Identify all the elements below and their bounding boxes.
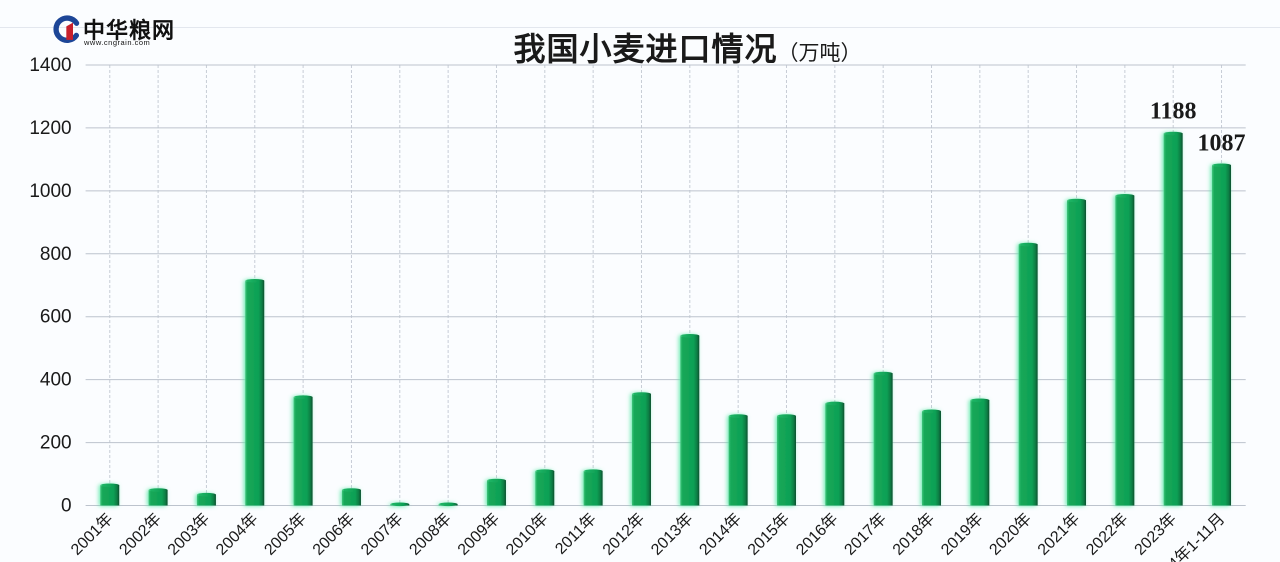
svg-text:1188: 1188 (1150, 99, 1197, 125)
svg-text:400: 400 (40, 370, 72, 391)
svg-text:2005年: 2005年 (261, 510, 310, 559)
svg-text:2011年: 2011年 (552, 510, 600, 558)
svg-text:1000: 1000 (29, 181, 71, 202)
svg-text:2001年: 2001年 (67, 510, 116, 559)
svg-text:0: 0 (61, 496, 72, 517)
svg-text:2023年: 2023年 (1131, 510, 1180, 559)
svg-text:2016年: 2016年 (792, 510, 841, 559)
svg-text:2013年: 2013年 (647, 510, 696, 559)
svg-text:2010年: 2010年 (502, 510, 551, 559)
svg-text:2004年: 2004年 (212, 510, 261, 559)
svg-text:2014年: 2014年 (696, 510, 745, 559)
svg-text:2012年: 2012年 (599, 510, 648, 559)
svg-text:2018年: 2018年 (889, 510, 938, 559)
svg-text:2003年: 2003年 (164, 510, 213, 559)
svg-text:1400: 1400 (29, 55, 71, 76)
svg-text:800: 800 (40, 244, 72, 265)
svg-text:2007年: 2007年 (357, 510, 406, 559)
svg-text:2015年: 2015年 (744, 510, 793, 559)
svg-text:2006年: 2006年 (309, 510, 358, 559)
svg-text:2008年: 2008年 (406, 510, 455, 559)
svg-text:2019年: 2019年 (937, 510, 986, 559)
svg-text:2022年: 2022年 (1082, 510, 1131, 559)
svg-text:1087: 1087 (1198, 130, 1246, 156)
svg-text:2020年: 2020年 (986, 510, 1035, 559)
svg-text:2002年: 2002年 (116, 510, 165, 559)
svg-text:1200: 1200 (29, 118, 71, 139)
svg-text:200: 200 (40, 433, 72, 454)
svg-text:2009年: 2009年 (454, 510, 503, 559)
svg-text:600: 600 (40, 307, 72, 328)
svg-text:2021年: 2021年 (1034, 510, 1083, 559)
svg-text:2017年: 2017年 (841, 510, 890, 559)
